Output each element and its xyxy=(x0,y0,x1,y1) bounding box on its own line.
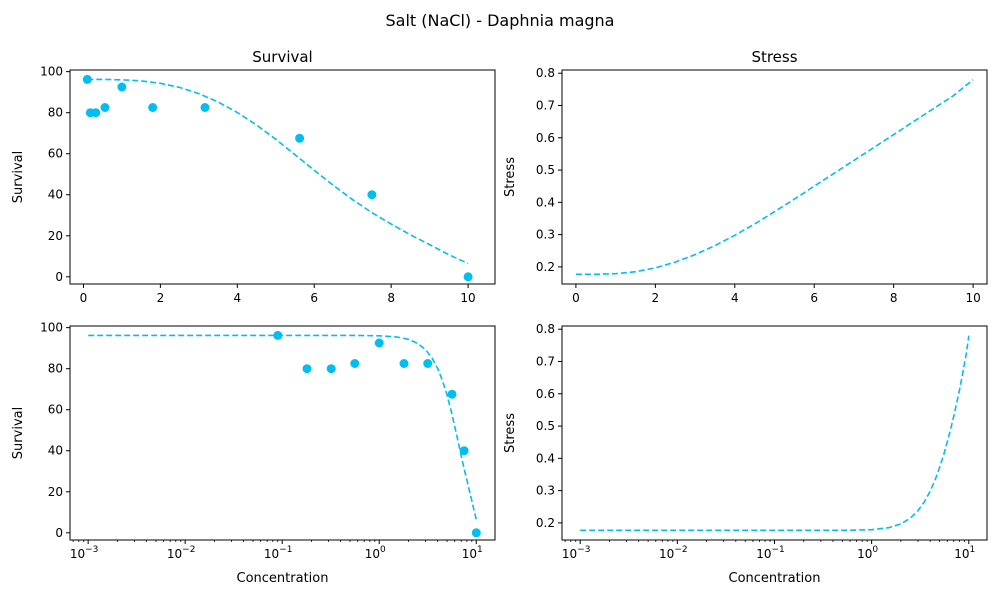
data-point xyxy=(302,364,312,374)
subplot-4: 10−3 10−2 10−1 100 101 0.2 0.3 0.4 0.5 0.6 0.7 0.8 C… xyxy=(503,322,988,586)
subplot-title: Stress xyxy=(751,48,797,66)
y-axis-label: Survival xyxy=(11,407,26,459)
data-point xyxy=(326,364,336,374)
fit-curve-line xyxy=(575,79,974,276)
x-tick-label: 4 xyxy=(731,291,739,305)
x-tick-label: 100 xyxy=(365,545,386,561)
data-point xyxy=(374,338,384,348)
y-tick-label: 0.4 xyxy=(536,451,555,465)
fit-curve-line xyxy=(580,335,970,532)
y-tick-label: 0.6 xyxy=(536,131,555,145)
y-tick-label: 80 xyxy=(48,106,63,120)
y-axis-label: Stress xyxy=(503,413,518,453)
x-tick-label: 2 xyxy=(157,291,165,305)
x-tick-label: 8 xyxy=(387,291,395,305)
x-axis-label: Concentration xyxy=(729,571,821,586)
subplot-3: 10−3 10−2 10−1 100 101 0 20 40 60 80 100 Concentrat… xyxy=(11,321,496,586)
y-tick-label: 20 xyxy=(48,485,63,499)
subplot-title: Survival xyxy=(252,48,312,66)
data-point xyxy=(82,74,92,84)
y-tick-label: 60 xyxy=(48,147,63,161)
y-tick-label: 0.3 xyxy=(536,484,555,498)
y-axis-label: Stress xyxy=(503,157,518,197)
y-tick-label: 0.6 xyxy=(536,387,555,401)
x-tick-label: 10−3 xyxy=(70,545,99,561)
y-tick-label: 0.8 xyxy=(536,66,555,80)
data-point xyxy=(447,389,457,399)
x-tick-label: 10−2 xyxy=(167,545,196,561)
y-tick-label: 20 xyxy=(48,229,63,243)
x-tick-label: 0 xyxy=(572,291,580,305)
data-point xyxy=(273,330,283,340)
data-point xyxy=(367,190,377,200)
data-point xyxy=(117,82,127,92)
y-tick-label: 0.2 xyxy=(536,516,555,530)
data-point xyxy=(459,446,469,456)
x-tick-label: 10 xyxy=(965,291,980,305)
y-tick-label: 100 xyxy=(40,65,63,79)
x-tick-label: 101 xyxy=(954,545,975,561)
axes-frame xyxy=(69,69,496,285)
x-tick-label: 0 xyxy=(80,291,88,305)
y-tick-label: 0 xyxy=(55,526,63,540)
y-tick-label: 40 xyxy=(48,188,63,202)
x-tick-label: 10−1 xyxy=(264,545,293,561)
x-tick-label: 8 xyxy=(890,291,898,305)
y-tick-label: 40 xyxy=(48,444,63,458)
x-tick-label: 6 xyxy=(310,291,318,305)
figure-suptitle: Salt (NaCl) - Daphnia magna xyxy=(386,11,615,30)
x-tick-label: 10 xyxy=(460,291,475,305)
y-tick-label: 100 xyxy=(40,321,63,335)
y-tick-label: 0.4 xyxy=(536,195,555,209)
y-tick-label: 0.2 xyxy=(536,260,555,274)
x-tick-label: 6 xyxy=(810,291,818,305)
data-point xyxy=(423,359,433,368)
y-tick-label: 0 xyxy=(55,270,63,284)
data-point xyxy=(463,272,473,282)
x-tick-label: 10−3 xyxy=(562,545,591,561)
y-tick-label: 0.5 xyxy=(536,163,555,177)
fit-curve-line xyxy=(87,78,469,265)
x-axis-label: Concentration xyxy=(237,571,329,586)
y-tick-label: 0.5 xyxy=(536,419,555,433)
y-tick-label: 0.3 xyxy=(536,228,555,242)
data-point xyxy=(471,528,481,538)
data-point xyxy=(100,103,110,112)
y-axis-label: Survival xyxy=(11,151,26,203)
axes-frame xyxy=(561,69,988,285)
y-tick-label: 80 xyxy=(48,362,63,376)
y-tick-label: 0.7 xyxy=(536,355,555,369)
data-point xyxy=(148,103,158,112)
data-point xyxy=(350,359,360,368)
y-tick-label: 60 xyxy=(48,403,63,417)
x-tick-label: 10−2 xyxy=(659,545,688,561)
data-point xyxy=(295,133,305,143)
x-tick-label: 2 xyxy=(652,291,660,305)
data-point xyxy=(399,359,409,368)
data-point xyxy=(91,108,101,118)
x-tick-label: 101 xyxy=(462,545,483,561)
fit-curve-line xyxy=(88,334,478,520)
y-tick-label: 0.7 xyxy=(536,99,555,113)
x-tick-label: 10−1 xyxy=(756,545,785,561)
subplot-2: 0 2 4 6 8 10 0.2 0.3 0.4 0.5 0.6 0.7 0.8 Stress Stress xyxy=(503,48,988,305)
x-tick-label: 4 xyxy=(233,291,241,305)
y-tick-label: 0.8 xyxy=(536,322,555,336)
data-point xyxy=(200,103,210,112)
x-tick-label: 100 xyxy=(857,545,878,561)
